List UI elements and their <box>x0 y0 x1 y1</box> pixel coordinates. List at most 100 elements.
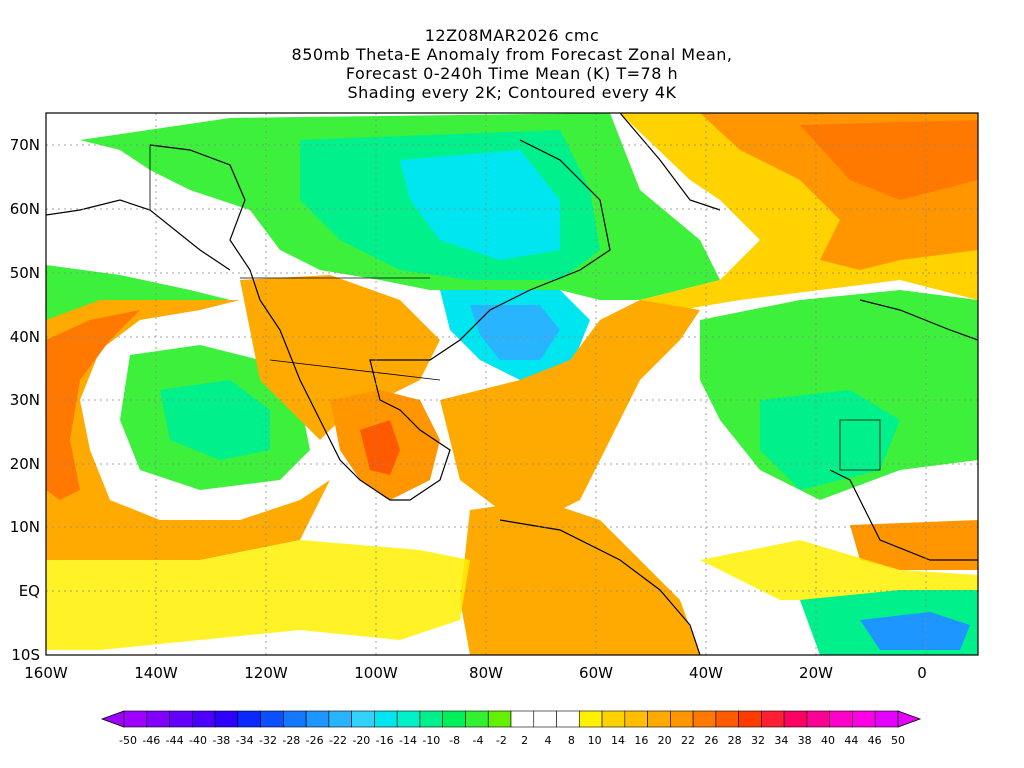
colorbar-label: 50 <box>891 734 905 747</box>
cool-anomaly-east-atlantic-inner <box>760 390 900 490</box>
cold-anomaly-hudson <box>400 150 560 260</box>
colorbar-swatch <box>146 710 170 728</box>
colorbar-label: -20 <box>352 734 370 747</box>
title-line-1: 12Z08MAR2026 cmc <box>424 26 600 45</box>
warm-anomaly-greenland-sea <box>800 120 978 200</box>
colorbar-label: -40 <box>189 734 207 747</box>
lat-axis: 70N 60N 50N 40N 30N 20N 10N EQ 10S <box>10 136 40 664</box>
map-panel <box>46 113 978 655</box>
lon-label-20w: 20W <box>799 664 833 682</box>
colorbar-label: 22 <box>681 734 695 747</box>
colorbar-label: 40 <box>821 734 835 747</box>
colorbar-swatch <box>601 710 626 728</box>
lon-axis: 160W 140W 120W 100W 80W 60W 40W 20W 0 <box>24 664 927 682</box>
colorbar-label: 44 <box>844 734 858 747</box>
colorbar-label: -38 <box>212 734 230 747</box>
colorbar-label: 16 <box>634 734 648 747</box>
title-line-4: Shading every 2K; Contoured every 4K <box>347 83 677 102</box>
colorbar-label: -26 <box>306 734 324 747</box>
colorbar-label: -2 <box>496 734 507 747</box>
title-line-3: Forecast 0-240h Time Mean (K) T=78 h <box>345 64 679 83</box>
colorbar-label: 34 <box>774 734 788 747</box>
colorbar-label: 32 <box>751 734 765 747</box>
colorbar-swatch <box>829 710 853 728</box>
warm-anomaly-pacific-arc-core <box>46 310 140 500</box>
colorbar-swatch <box>305 710 330 728</box>
colorbar-swatch <box>487 710 512 728</box>
colorbar-label: -32 <box>259 734 277 747</box>
lat-label-30n: 30N <box>10 391 40 409</box>
map-title: 12Z08MAR2026 cmc 850mb Theta-E Anomaly f… <box>0 26 1024 102</box>
colorbar-label: -22 <box>329 734 347 747</box>
map-frame <box>45 112 979 656</box>
lon-label-0: 0 <box>917 664 927 682</box>
colorbar-swatch <box>578 710 603 728</box>
coastlines <box>46 113 978 655</box>
lat-label-20n: 20N <box>10 455 40 473</box>
lat-label-10n: 10N <box>10 518 40 536</box>
colorbar-swatch <box>214 710 239 728</box>
colorbar-swatch <box>874 710 899 728</box>
lat-label-40n: 40N <box>10 328 40 346</box>
title-line-2: 850mb Theta-E Anomaly from Forecast Zona… <box>291 45 733 64</box>
colorbar-label: 28 <box>728 734 742 747</box>
colorbar-swatch <box>715 710 739 728</box>
colorbar-swatch <box>442 710 466 728</box>
colorbar-label: -28 <box>282 734 300 747</box>
colorbar-arrow-left <box>100 710 125 728</box>
cool-anomaly-east-pacific-inner <box>160 380 270 460</box>
colorbar-swatch <box>283 710 307 728</box>
colorbar-swatch <box>328 710 352 728</box>
colorbar-swatch <box>419 710 444 728</box>
colorbar-swatch <box>510 710 535 728</box>
gridlines <box>46 113 978 655</box>
colorbar-swatch <box>396 710 421 728</box>
lon-label-60w: 60W <box>579 664 613 682</box>
colorbar-label: -34 <box>236 734 254 747</box>
colorbar-swatch <box>260 710 284 728</box>
lon-label-40w: 40W <box>689 664 723 682</box>
colorbar-label: -16 <box>376 734 394 747</box>
colorbar-label: -4 <box>473 734 484 747</box>
colorbar-swatch <box>533 710 557 728</box>
lat-label-50n: 50N <box>10 264 40 282</box>
colorbar-label: -14 <box>399 734 417 747</box>
colorbar-label: 10 <box>588 734 602 747</box>
colorbar-label: -10 <box>422 734 440 747</box>
warm-anomaly-subtropical-atlantic <box>440 300 700 520</box>
colorbar-label: -44 <box>166 734 184 747</box>
colorbar-swatch <box>624 710 648 728</box>
colorbar-swatch <box>123 710 148 728</box>
lon-label-80w: 80W <box>469 664 503 682</box>
colorbar-label: 38 <box>798 734 812 747</box>
colorbar-swatch <box>169 710 193 728</box>
lon-label-120w: 120W <box>244 664 288 682</box>
colorbar-swatch <box>374 710 398 728</box>
colorbar-swatch <box>806 710 831 728</box>
colorbar-label: -46 <box>142 734 160 747</box>
lon-label-160w: 160W <box>24 664 68 682</box>
colorbar-label: 26 <box>704 734 718 747</box>
colorbar-swatch <box>761 710 785 728</box>
cold-anomaly-south-atlantic-core <box>860 612 970 650</box>
colorbar-swatch <box>465 710 489 728</box>
colorbar-swatch <box>556 710 580 728</box>
lat-label-60n: 60N <box>10 200 40 218</box>
colorbar-swatch <box>351 710 375 728</box>
colorbar-swatch <box>692 710 717 728</box>
warm-anomaly-west-africa <box>850 520 978 570</box>
borders <box>149 145 881 471</box>
colorbar-label: -8 <box>449 734 460 747</box>
warm-anomaly-mexico-core <box>360 420 400 475</box>
colorbar-label: 46 <box>868 734 882 747</box>
warm-anomaly-west-us <box>240 275 440 440</box>
colorbar-swatch <box>852 710 876 728</box>
warm-anomaly-tropical-band <box>46 540 470 650</box>
colorbar-label: 20 <box>658 734 672 747</box>
colorbar-label: -50 <box>119 734 137 747</box>
colorbar-swatch <box>191 710 216 728</box>
lon-label-140w: 140W <box>134 664 178 682</box>
colorbar-label: 4 <box>545 734 552 747</box>
colorbar-swatch <box>783 710 808 728</box>
